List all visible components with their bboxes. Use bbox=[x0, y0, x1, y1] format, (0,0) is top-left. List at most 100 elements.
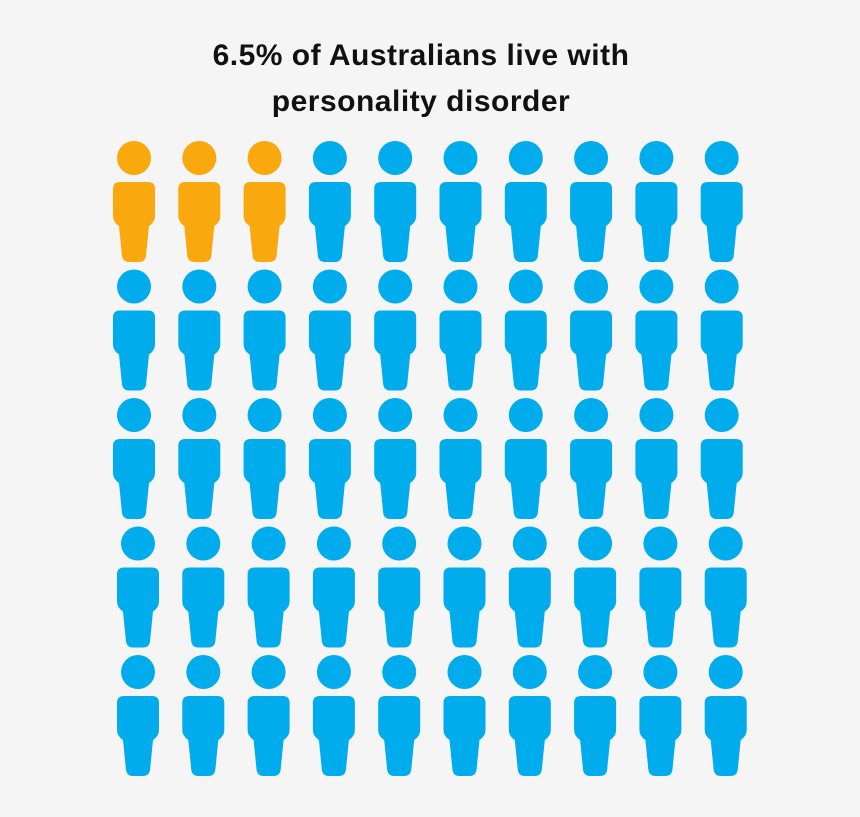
person-body bbox=[504, 310, 547, 391]
person-body bbox=[378, 696, 421, 776]
person-icon bbox=[504, 141, 547, 262]
person-icon bbox=[443, 655, 486, 776]
person-head bbox=[443, 141, 478, 175]
person-icon bbox=[439, 398, 482, 519]
person-icon bbox=[374, 398, 417, 519]
person-head bbox=[704, 269, 739, 304]
person-head bbox=[378, 269, 413, 304]
person-icon bbox=[247, 655, 290, 776]
person-icon bbox=[439, 269, 482, 391]
person-head bbox=[251, 526, 286, 561]
person-body bbox=[574, 567, 617, 648]
person-head bbox=[704, 141, 739, 175]
person-body bbox=[178, 310, 221, 391]
person-head bbox=[508, 269, 543, 304]
person-head bbox=[443, 269, 478, 304]
person-head bbox=[117, 269, 151, 304]
person-icon bbox=[243, 398, 286, 519]
person-head bbox=[117, 141, 151, 175]
person-head bbox=[643, 526, 678, 561]
person-body bbox=[113, 310, 155, 391]
person-icon bbox=[374, 141, 417, 262]
person-head bbox=[312, 141, 347, 175]
person-body bbox=[635, 310, 678, 391]
person-icon bbox=[508, 655, 551, 776]
person-icon bbox=[570, 398, 613, 519]
person-head bbox=[574, 398, 609, 432]
person-icon bbox=[635, 269, 678, 391]
person-icon bbox=[113, 269, 155, 391]
person-icon bbox=[700, 269, 743, 391]
person-icon bbox=[439, 141, 482, 262]
person-body bbox=[508, 567, 551, 648]
person-icon bbox=[570, 269, 613, 391]
person-icon bbox=[378, 526, 421, 648]
person-icon bbox=[374, 269, 417, 391]
person-head bbox=[312, 398, 347, 432]
person-icon bbox=[635, 398, 678, 519]
person-head bbox=[578, 655, 613, 689]
person-body bbox=[504, 439, 547, 519]
person-icon bbox=[508, 526, 551, 648]
person-icon bbox=[308, 141, 351, 262]
person-icon bbox=[182, 526, 225, 648]
person-body bbox=[443, 567, 486, 648]
person-icon bbox=[574, 655, 617, 776]
person-body bbox=[182, 696, 225, 776]
person-icon bbox=[312, 655, 355, 776]
person-icon bbox=[504, 398, 547, 519]
person-head bbox=[378, 141, 413, 175]
person-head bbox=[574, 269, 609, 304]
person-body bbox=[639, 567, 682, 648]
person-head bbox=[508, 141, 543, 175]
person-head bbox=[378, 398, 413, 432]
person-icon bbox=[639, 655, 682, 776]
person-body bbox=[704, 696, 747, 776]
person-head bbox=[382, 526, 417, 561]
person-body bbox=[113, 182, 155, 262]
person-head bbox=[182, 141, 217, 175]
person-head bbox=[512, 655, 547, 689]
person-head bbox=[121, 526, 155, 561]
person-icon bbox=[178, 269, 221, 391]
person-icon bbox=[704, 526, 747, 648]
person-body bbox=[178, 439, 221, 519]
person-icon bbox=[113, 141, 155, 262]
person-head bbox=[447, 655, 482, 689]
person-body bbox=[439, 182, 482, 262]
person-icon bbox=[574, 526, 617, 648]
person-icon bbox=[704, 655, 747, 776]
person-head bbox=[704, 398, 739, 432]
person-icon bbox=[117, 655, 159, 776]
person-body bbox=[443, 696, 486, 776]
person-icon bbox=[635, 141, 678, 262]
person-icon bbox=[243, 141, 286, 262]
person-head bbox=[316, 526, 351, 561]
person-icon bbox=[243, 269, 286, 391]
person-body bbox=[117, 567, 159, 648]
person-body bbox=[635, 182, 678, 262]
person-icon bbox=[700, 141, 743, 262]
person-body bbox=[374, 182, 417, 262]
person-head bbox=[639, 269, 674, 304]
person-head bbox=[121, 655, 155, 689]
person-head bbox=[708, 655, 743, 689]
person-body bbox=[700, 310, 743, 391]
person-head bbox=[708, 526, 743, 561]
person-head bbox=[117, 398, 151, 432]
person-icon bbox=[178, 141, 221, 262]
person-icon bbox=[182, 655, 225, 776]
person-icon bbox=[504, 269, 547, 391]
person-body bbox=[574, 696, 617, 776]
person-head bbox=[574, 141, 609, 175]
person-icon bbox=[312, 526, 355, 648]
person-body bbox=[508, 696, 551, 776]
person-icon bbox=[308, 269, 351, 391]
person-head bbox=[182, 269, 217, 304]
person-head bbox=[247, 398, 282, 432]
person-body bbox=[178, 182, 221, 262]
person-body bbox=[639, 696, 682, 776]
person-body bbox=[312, 696, 355, 776]
chart-title: 6.5% of Australians live with personalit… bbox=[212, 39, 630, 118]
